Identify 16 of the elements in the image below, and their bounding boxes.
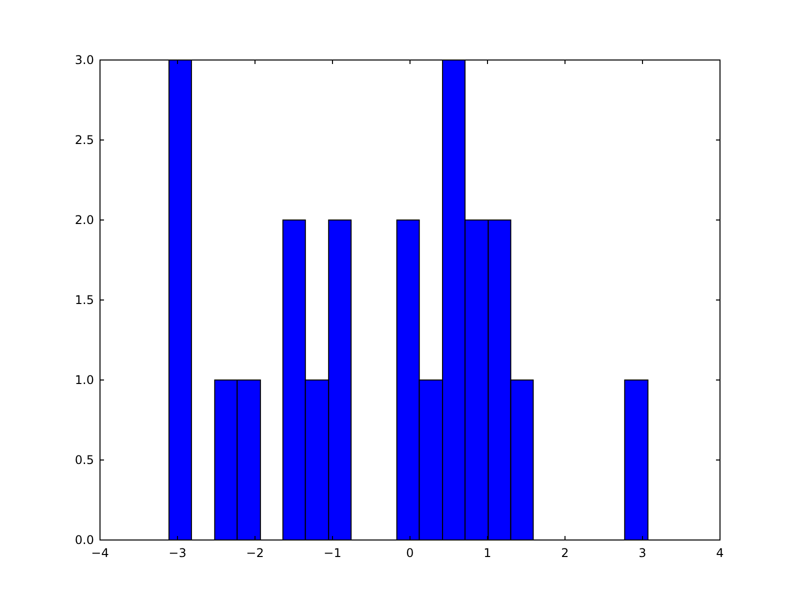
- x-tick-label: −2: [246, 546, 264, 560]
- x-tick-label: 4: [716, 546, 724, 560]
- x-tick-label: 1: [484, 546, 492, 560]
- x-tick-label: −1: [324, 546, 342, 560]
- x-tick-label: 0: [406, 546, 414, 560]
- y-tick-label: 0.0: [74, 533, 94, 548]
- y-tick-label: 0.5: [74, 453, 94, 468]
- y-tick-label: 1.0: [74, 373, 94, 388]
- y-tick-label: 1.5: [74, 293, 94, 308]
- y-tick-label: 2.5: [74, 133, 94, 148]
- x-tick-label: 2: [561, 546, 569, 560]
- x-tick-label: −4: [91, 546, 109, 560]
- y-tick-label: 3.0: [74, 53, 94, 68]
- y-tick-label: 2.0: [74, 213, 94, 228]
- x-tick-label: 3: [638, 546, 646, 560]
- x-tick-label: −3: [168, 546, 186, 560]
